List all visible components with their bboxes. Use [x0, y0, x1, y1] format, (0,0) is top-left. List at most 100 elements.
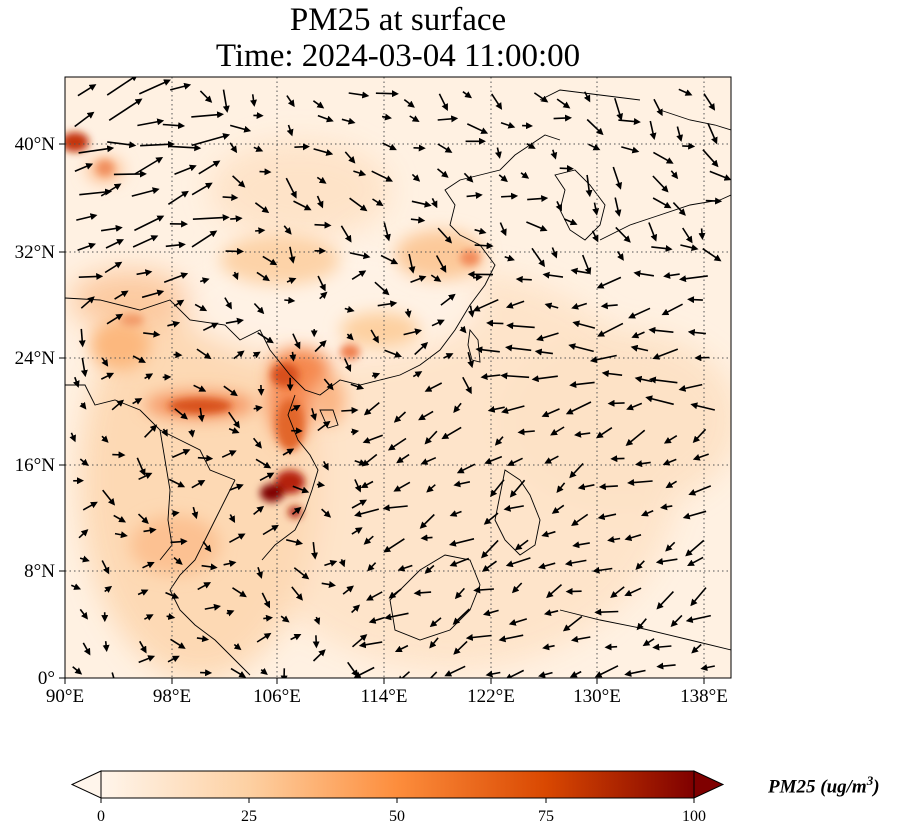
wind-arrow — [483, 512, 499, 525]
wind-arrow — [484, 455, 503, 465]
wind-arrow — [403, 328, 423, 336]
lon-label: 122°E — [467, 686, 515, 707]
wind-arrow — [167, 190, 189, 205]
wind-arrow — [627, 479, 653, 486]
wind-arrow — [196, 348, 212, 360]
wind-arrow — [403, 98, 415, 108]
wind-arrow — [290, 404, 301, 412]
wind-arrow — [396, 453, 410, 464]
wind-arrow — [173, 556, 183, 565]
wind-arrow — [204, 603, 221, 611]
wind-arrow — [70, 583, 82, 590]
wind-arrow — [78, 328, 86, 348]
wind-arrow — [291, 506, 302, 515]
wind-arrow — [517, 428, 535, 436]
wind-arrow — [397, 564, 413, 572]
wind-arrow — [114, 290, 129, 300]
wind-arrow — [424, 382, 443, 392]
wind-arrow — [596, 276, 622, 289]
wind-arrow — [341, 406, 359, 414]
wind-arrow — [642, 638, 655, 647]
colorbar-tick: 100 — [682, 808, 706, 825]
wind-arrow — [412, 371, 423, 378]
wind-arrow — [137, 513, 149, 524]
wind-arrow — [382, 504, 408, 512]
wind-arrow — [294, 143, 310, 151]
wind-arrow — [453, 640, 468, 655]
wind-arrow — [626, 402, 643, 411]
wind-arrow — [618, 118, 641, 126]
wind-arrow — [614, 197, 622, 217]
wind-arrow — [314, 340, 327, 353]
wind-arrow — [101, 560, 110, 575]
wind-arrow — [286, 124, 294, 137]
wind-arrow — [563, 218, 578, 226]
wind-arrow — [418, 410, 434, 421]
wind-arrow — [136, 457, 146, 477]
wind-arrow — [360, 480, 374, 489]
wind-arrow — [353, 666, 375, 678]
wind-arrow — [229, 142, 238, 154]
wind-arrow — [263, 614, 273, 622]
wind-arrow — [527, 195, 549, 203]
wind-arrow — [485, 670, 501, 678]
wind-arrow — [174, 408, 188, 420]
wind-arrow — [420, 456, 437, 465]
lat-label: 32°N — [15, 242, 56, 263]
wind-arrow — [550, 149, 558, 160]
wind-arrow — [69, 432, 76, 443]
wind-arrow — [255, 227, 266, 235]
wind-arrow — [482, 609, 499, 617]
wind-arrow — [262, 255, 278, 266]
title-line-1: PM25 at surface — [289, 2, 507, 38]
wind-arrow — [199, 277, 210, 285]
wind-arrow — [687, 296, 703, 304]
wind-arrow — [498, 174, 508, 183]
wind-arrow — [452, 608, 470, 625]
colorbar: 0 25 50 75 100 — [70, 770, 725, 825]
wind-arrow — [340, 225, 352, 243]
wind-arrow — [429, 637, 439, 649]
wind-arrow — [651, 245, 673, 253]
wind-arrow — [107, 141, 137, 149]
wind-arrow — [688, 485, 712, 496]
wind-arrow — [649, 120, 657, 141]
wind-arrow — [440, 293, 456, 306]
wind-arrow — [544, 302, 559, 310]
wind-arrow — [498, 634, 524, 643]
wind-arrow — [108, 98, 143, 121]
wind-arrow — [656, 591, 674, 610]
wind-arrow — [143, 526, 157, 534]
wind-arrow — [72, 666, 83, 675]
wind-arrow — [131, 187, 160, 197]
wind-arrow — [371, 170, 393, 182]
wind-arrow — [100, 224, 123, 232]
wind-arrow — [702, 149, 719, 168]
wind-arrow — [505, 557, 531, 568]
wind-arrow — [188, 429, 196, 438]
wind-arrow — [583, 91, 591, 103]
wind-arrow — [592, 202, 600, 216]
coastlines — [65, 89, 731, 676]
wind-arrow — [232, 175, 246, 188]
wind-arrow — [435, 255, 447, 273]
wind-arrow — [467, 351, 475, 369]
wind-arrow — [354, 508, 380, 518]
wind-arrow — [475, 346, 500, 354]
wind-arrow — [170, 538, 188, 546]
wind-arrow — [101, 435, 109, 443]
lon-label: 138°E — [680, 686, 728, 707]
lon-label: 106°E — [253, 686, 301, 707]
wind-arrow — [344, 151, 356, 164]
wind-arrow — [370, 329, 379, 344]
wind-arrow — [79, 401, 87, 410]
wind-arrow — [556, 98, 571, 109]
wind-arrow — [256, 632, 272, 643]
wind-arrow — [253, 302, 265, 315]
wind-arrow — [411, 200, 432, 208]
wind-arrow — [672, 202, 686, 216]
wind-arrow — [230, 215, 243, 223]
wind-arrow — [656, 662, 676, 670]
wind-arrow — [102, 489, 116, 506]
wind-arrow — [312, 635, 320, 649]
